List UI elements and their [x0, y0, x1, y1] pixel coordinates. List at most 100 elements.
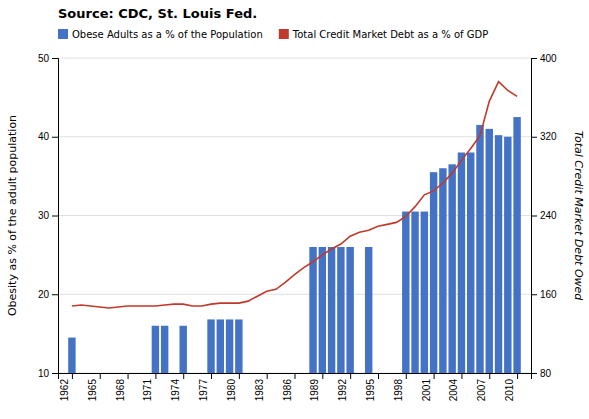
- legend-label: Obese Adults as a % of the Population: [72, 29, 263, 40]
- bar: [439, 168, 446, 373]
- bar: [319, 247, 326, 373]
- bar: [337, 247, 344, 373]
- tick-label: 40: [38, 131, 50, 142]
- line: [72, 82, 517, 308]
- bar: [467, 153, 474, 374]
- tick-mark: [155, 373, 156, 379]
- tick-label: 1998: [393, 379, 404, 402]
- bar: [217, 319, 224, 373]
- tick: 50: [38, 53, 58, 64]
- tick: 30: [38, 210, 58, 221]
- tick: 40: [38, 131, 58, 142]
- tick-mark: [183, 373, 184, 379]
- tick-mark: [531, 58, 537, 59]
- tick-mark: [434, 373, 435, 379]
- grid-line: [58, 58, 531, 59]
- tick-label: 1962: [59, 379, 70, 402]
- chart-container: 1962 1965 1968 1971 1974 1977 1980 1983 1986 1989…: [0, 0, 589, 419]
- tick-mark: [52, 137, 58, 138]
- bar-series: [68, 117, 521, 373]
- bar: [504, 137, 511, 373]
- tick-mark: [128, 373, 129, 379]
- tick-label: 1971: [142, 379, 153, 402]
- tick: 1989: [309, 373, 323, 401]
- bar: [346, 247, 353, 373]
- tick-label: 20: [38, 289, 50, 300]
- tick: 1968: [115, 373, 129, 401]
- tick-mark: [211, 373, 212, 379]
- tick: 320: [531, 131, 557, 142]
- tick-mark: [72, 373, 73, 379]
- tick: 1983: [254, 373, 267, 401]
- tick-mark: [531, 294, 537, 295]
- bar: [402, 212, 409, 373]
- tick-label: 1992: [337, 379, 348, 402]
- y2-axis: 80160240320400: [531, 53, 557, 379]
- y-axis: 1020304050: [38, 53, 59, 379]
- tick: 400: [531, 53, 557, 64]
- title: Source: CDC, St. Louis Fed.: [58, 6, 257, 21]
- bar: [448, 164, 455, 373]
- y2-axis-title: Total Credit Market Debt Owed: [572, 131, 585, 302]
- legend-swatch: [279, 29, 289, 39]
- bar: [458, 153, 465, 374]
- bar: [476, 125, 483, 373]
- tick-label: 1977: [198, 379, 209, 402]
- tick-label: 1986: [282, 379, 293, 402]
- tick: 240: [531, 210, 557, 221]
- tick-label: 240: [540, 210, 557, 221]
- bar: [68, 338, 75, 373]
- bar: [495, 135, 502, 373]
- tick-mark: [52, 294, 58, 295]
- tick: 2004: [448, 373, 462, 401]
- tick-label: 320: [540, 131, 557, 142]
- bar: [421, 212, 428, 373]
- tick: 2010: [504, 373, 518, 401]
- tick: 1965: [87, 373, 101, 401]
- tick-mark: [517, 373, 518, 379]
- legend-label: Total Credit Market Debt as a % of GDP: [292, 29, 488, 40]
- marks: [68, 82, 521, 373]
- bar: [486, 129, 493, 373]
- tick-mark: [267, 373, 268, 379]
- legend: Obese Adults as a % of the Population Tot…: [58, 29, 488, 40]
- tick: 1992: [337, 373, 351, 401]
- tick: 1998: [393, 373, 407, 401]
- bar: [430, 172, 437, 373]
- tick-mark: [406, 373, 407, 379]
- tick-mark: [461, 373, 462, 379]
- tick-mark: [52, 58, 58, 59]
- chart-svg: 1962 1965 1968 1971 1974 1977 1980 1983 1986 1989…: [0, 0, 589, 419]
- plot-area: 1962 1965 1968 1971 1974 1977 1980 1983 1986 1989…: [38, 53, 557, 402]
- tick-mark: [295, 373, 296, 379]
- tick-label: 1995: [365, 379, 376, 402]
- tick-mark: [52, 373, 58, 374]
- bar: [226, 319, 233, 373]
- tick: 2007: [476, 373, 490, 401]
- bar: [179, 326, 186, 373]
- tick-mark: [531, 373, 537, 374]
- legend-item: Total Credit Market Debt as a % of GDP: [279, 29, 488, 40]
- tick: 2001: [421, 373, 435, 401]
- tick-label: 50: [38, 53, 50, 64]
- bar: [235, 319, 242, 373]
- tick-label: 2004: [448, 379, 459, 402]
- tick-mark: [52, 216, 58, 217]
- tick-mark: [378, 373, 379, 379]
- tick-label: 30: [38, 210, 50, 221]
- grid-line: [58, 136, 531, 137]
- tick-label: 1989: [309, 379, 320, 402]
- tick-label: 1980: [226, 379, 237, 402]
- tick-label: 160: [540, 289, 557, 300]
- legend-swatch: [58, 29, 68, 39]
- axis-line: [532, 59, 538, 374]
- tick-label: 2007: [476, 379, 487, 402]
- tick-mark: [322, 373, 323, 379]
- tick: 1971: [142, 373, 156, 401]
- tick-label: 1974: [170, 379, 181, 402]
- tick-mark: [239, 373, 240, 379]
- tick-label: 2010: [504, 379, 515, 402]
- tick-mark: [350, 373, 351, 379]
- tick-mark: [531, 137, 537, 138]
- tick: 1977: [198, 373, 212, 401]
